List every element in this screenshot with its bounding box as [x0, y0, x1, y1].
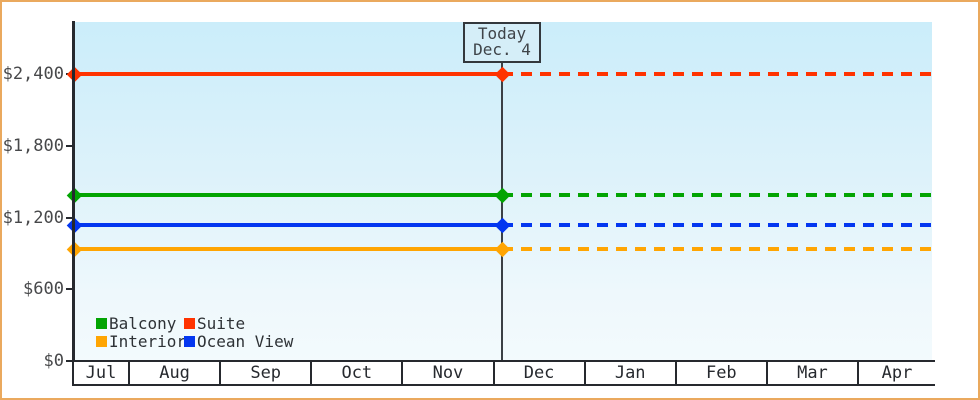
y-axis-tick [66, 144, 74, 147]
legend-label: Interior [109, 331, 187, 351]
marker-interior-today [494, 241, 511, 257]
month-cell-dec: Dec [495, 362, 586, 384]
legend-item-suite: Suite [184, 313, 272, 333]
month-cell-sep: Sep [221, 362, 313, 384]
legend-label: Ocean View [197, 331, 294, 351]
x-axis-month-table: Jul Aug Sep Oct Nov Dec Jan Feb Mar Apr [72, 360, 935, 386]
y-axis-gutter: $2,400 $1,800 $1,200 $600 $0 [2, 22, 74, 371]
plot-area: Today Dec. 4 Balcony Suite Interior Ocean V… [66, 22, 932, 361]
price-line-balcony-dashed-projection [502, 192, 932, 197]
month-cell-aug: Aug [130, 362, 222, 384]
price-line-interior-solid [74, 246, 502, 251]
price-line-suite-dashed-projection [502, 72, 932, 76]
price-line-interior-dashed-projection [502, 246, 932, 251]
price-line-suite-solid [74, 72, 502, 76]
legend: Balcony Suite Interior Ocean View [96, 313, 293, 351]
today-vertical-line [501, 60, 503, 360]
month-cell-apr: Apr [881, 363, 913, 383]
y-axis-label: $1,200 [2, 207, 64, 228]
legend-swatch-icon [96, 335, 107, 347]
month-cell-jul: Jul [74, 362, 130, 384]
legend-label: Balcony [109, 313, 177, 333]
y-axis-label: $0 [43, 351, 64, 371]
month-cell-nov: Nov [403, 362, 495, 384]
legend-item-ocean-view: Ocean View [184, 332, 293, 351]
price-line-ocean-view-solid [74, 222, 502, 227]
y-axis-label: $2,400 [2, 64, 64, 84]
legend-label: Suite [197, 313, 246, 333]
legend-swatch-icon [184, 335, 195, 347]
marker-suite-today [494, 66, 511, 83]
month-cell-mar: Mar [768, 362, 859, 384]
month-cell-jan: Jan [586, 362, 677, 384]
month-cell-feb: Feb [677, 362, 768, 384]
today-label: Today [477, 24, 527, 43]
today-date: Dec. 4 [473, 40, 531, 59]
today-label-box: Today Dec. 4 [463, 22, 541, 63]
legend-item-interior: Interior [96, 331, 187, 351]
price-line-ocean-view-dashed-projection [502, 222, 932, 227]
marker-ocean-view-today [494, 217, 511, 233]
y-axis-line [72, 21, 75, 361]
y-axis-tick [66, 216, 74, 219]
legend-item-balcony: Balcony [96, 313, 184, 333]
legend-swatch-icon [184, 317, 195, 329]
y-axis-label: $1,800 [2, 135, 64, 156]
y-axis-tick [66, 288, 74, 291]
legend-swatch-icon [96, 317, 107, 329]
y-axis-label: $600 [23, 279, 64, 300]
y-axis-tick [66, 360, 74, 362]
month-cell-oct: Oct [312, 362, 404, 384]
marker-balcony-today [494, 187, 511, 204]
price-line-balcony-solid [74, 192, 502, 197]
